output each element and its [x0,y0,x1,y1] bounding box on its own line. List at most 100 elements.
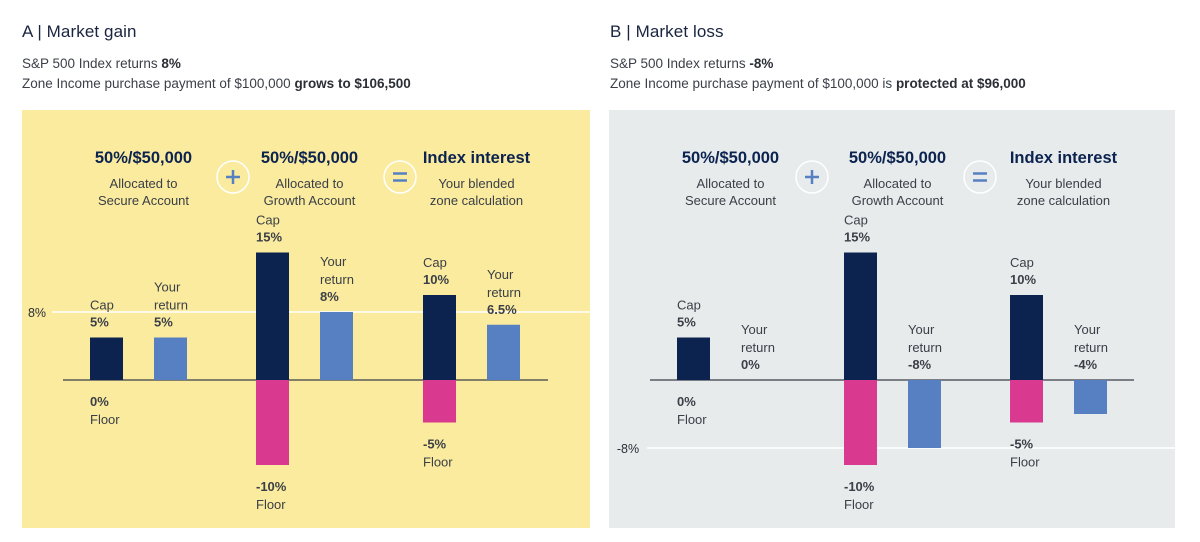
panel-b-group-1-cap-value: 5% [677,315,696,330]
panel-a-group-2-heading: 50%/$50,000 [261,149,358,167]
panel-b-group-1-return-label-line1: Your [741,322,768,337]
panel-a-group-2-cap-bar [256,252,289,380]
panel-a-group-3-floor-bar [423,380,456,423]
panel-a-group-3-return-label-line2: return [487,285,521,300]
panel-b-group-1-floor-label-text: Floor [677,412,707,427]
panel-b-group-1-cap-bar [677,337,710,380]
panel-a-group-2-return-label-line1: Your [320,254,347,269]
panel-a-group-3-subtitle-line1: Your blended [438,176,514,191]
panel-b-group-3-return-bar [1074,380,1107,414]
panel-b-group-2-cap-label-text: Cap [844,213,868,228]
panel-a-group-2-floor-label-text: Floor [256,497,286,512]
panel-a-line1: S&P 500 Index returns 8% [22,54,582,74]
panel-b-group-1-subtitle-line1: Allocated to [697,176,765,191]
panel-b-group-1-heading: 50%/$50,000 [682,149,779,167]
panel-a-group-3-cap-label-text: Cap [423,255,447,270]
panel-a-line2: Zone Income purchase payment of $100,000… [22,74,582,94]
panel-b-title: B | Market loss [610,22,724,41]
panel-a-group-2-subtitle-line2: Growth Account [264,193,356,208]
panel-b-group-3-return-value: -4% [1074,357,1098,372]
panel-a-group-2-cap-value: 15% [256,230,282,245]
panel-b-group-2-return-value: -8% [908,357,932,372]
panel-a-index-return-label: 8% [28,306,46,320]
panel-b-group-3-heading: Index interest [1010,149,1118,167]
panel-b-group-2-heading: 50%/$50,000 [849,149,946,167]
panel-b-line1-text: S&P 500 Index returns [610,56,750,71]
panel-b-group-3-floor-value: -5% [1010,437,1034,452]
panel-a-group-2-subtitle-line1: Allocated to [276,176,344,191]
panel-a-group-3-floor-value: -5% [423,437,447,452]
panel-a-group-2-cap-label-text: Cap [256,213,280,228]
panel-a-chart-background [22,110,590,528]
panel-b-group-3-subtitle-line2: zone calculation [1017,193,1110,208]
panel-a-group-1-floor-label-text: Floor [90,412,120,427]
panel-b-group-3-return-label-line1: Your [1074,322,1101,337]
panel-a-group-3-return-bar [487,324,520,380]
panel-b-group-3-floor-label-text: Floor [1010,455,1040,470]
panel-b-line2: Zone Income purchase payment of $100,000… [610,74,1180,94]
panel-b-group-3-cap-bar [1010,295,1043,380]
panel-a-group-2-return-value: 8% [320,289,339,304]
panel-a-group-1-return-label-line1: Your [154,280,181,295]
panel-a-outcome: grows to $106,500 [294,76,411,91]
panel-b-group-2-cap-value: 15% [844,230,870,245]
panel-b-group-3-subtitle-line1: Your blended [1025,176,1101,191]
panel-a-group-3-return-value: 6.5% [487,302,517,317]
panel-b-group-2-floor-label-text: Floor [844,497,874,512]
panel-a-group-1-subtitle-line1: Allocated to [110,176,178,191]
panel-b-group-3-return-label-line2: return [1074,340,1108,355]
panel-b-equals-icon [963,160,997,194]
panel-b-chart-background [609,110,1175,528]
panel-a-group-1-return-bar [154,337,187,380]
panel-a-header: A | Market gain S&P 500 Index returns 8%… [22,22,582,94]
panel-b-group-3-cap-value: 10% [1010,272,1036,287]
panel-a-group-3-cap-bar [423,295,456,380]
panel-a-index-return-label-bg [22,302,52,322]
panel-a-group-1-cap-bar [90,337,123,380]
panel-b-group-2-subtitle-line1: Allocated to [864,176,932,191]
panel-b-line2-text: Zone Income purchase payment of $100,000… [610,76,896,91]
panel-b-group-3-cap-label-text: Cap [1010,255,1034,270]
panel-a-group-2-return-label-line2: return [320,272,354,287]
panel-b-index-return-label-bg [609,438,647,458]
panel-b-group-3-floor-bar [1010,380,1043,423]
panel-a-group-1-return-value: 5% [154,315,173,330]
panel-b-group-1-subtitle-line2: Secure Account [685,193,776,208]
panel-b-group-1-return-label-line2: return [741,340,775,355]
panel-b-group-2-floor-value: -10% [844,479,875,494]
panel-a-line2-text: Zone Income purchase payment of $100,000 [22,76,295,91]
panel-b-group-2-floor-bar [844,380,877,465]
panel-a-group-1-floor-value: 0% [90,394,109,409]
panel-b-group-1-return-value: 0% [741,357,760,372]
panel-b-outcome: protected at $96,000 [895,76,1026,91]
panel-b-line1: S&P 500 Index returns -8% [610,54,1180,74]
panel-a-group-3-floor-label-text: Floor [423,455,453,470]
panel-a-group-3-cap-value: 10% [423,272,449,287]
panel-a-group-2-return-bar [320,312,353,380]
panel-b-group-2-cap-bar [844,252,877,380]
panel-a-group-1-heading: 50%/$50,000 [95,149,192,167]
panel-a-title: A | Market gain [22,22,137,41]
panel-b-group-2-return-label-line1: Your [908,322,935,337]
panel-a-index-return: 8% [161,56,181,71]
panel-a-group-3-return-label-line1: Your [487,267,514,282]
panel-b-index-return: -8% [749,56,774,71]
panel-a-group-1-cap-label-text: Cap [90,298,114,313]
panel-a-equals-icon [383,160,417,194]
panel-a-group-2-floor-value: -10% [256,479,287,494]
panel-b-group-1-floor-value: 0% [677,394,696,409]
panel-b-group-2-return-label-line2: return [908,340,942,355]
panel-a-group-1-return-label-line2: return [154,298,188,313]
panel-b-group-1-cap-label-text: Cap [677,298,701,313]
panel-b-group-2-return-bar [908,380,941,448]
panel-b-index-return-label: -8% [617,442,639,456]
panel-a-group-1-cap-value: 5% [90,315,109,330]
panel-a-group-2-floor-bar [256,380,289,465]
panel-a-group-3-heading: Index interest [423,149,531,167]
panel-b-group-2-subtitle-line2: Growth Account [852,193,944,208]
panel-a-group-3-subtitle-line2: zone calculation [430,193,523,208]
panel-b-header: B | Market loss S&P 500 Index returns -8… [610,22,1180,94]
panel-a-group-1-subtitle-line2: Secure Account [98,193,189,208]
panel-a-line1-text: S&P 500 Index returns [22,56,162,71]
